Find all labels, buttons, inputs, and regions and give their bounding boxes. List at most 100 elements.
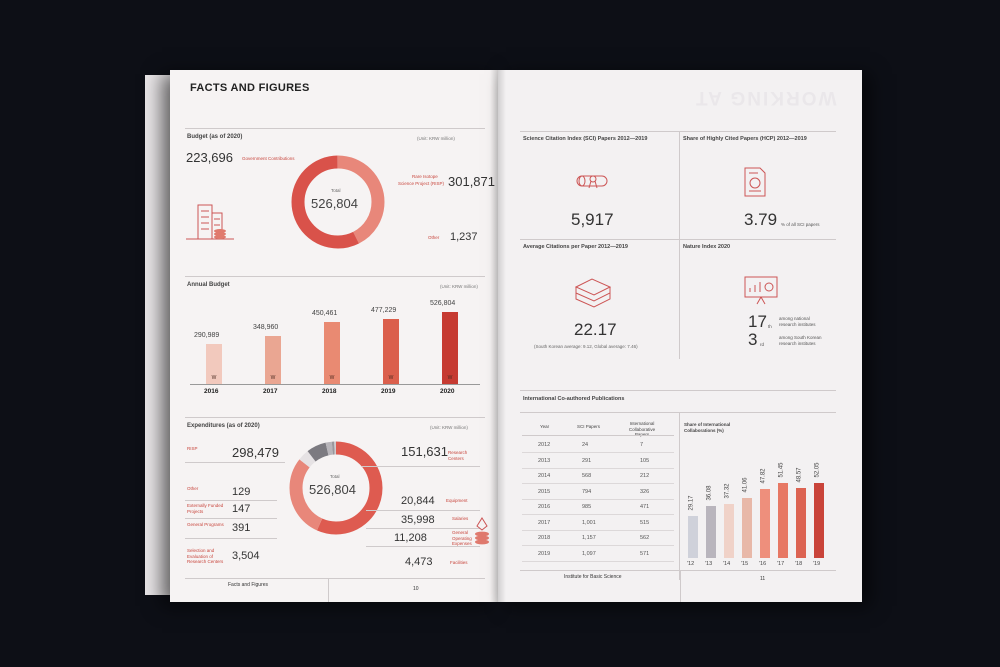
annual-bar-year: 2017 xyxy=(263,388,278,395)
presentation-chart-icon xyxy=(742,274,780,306)
annual-bar: W xyxy=(265,336,281,384)
nature-rank-2: 3 xyxy=(748,330,758,349)
footer-label: Facts and Figures xyxy=(228,582,269,588)
annual-bar-value: 450,461 xyxy=(312,310,338,318)
table-cell: 1,097 xyxy=(582,550,596,557)
share-bar-year: '14 xyxy=(723,561,731,567)
share-bar xyxy=(742,498,752,558)
table-row-divider xyxy=(522,529,674,531)
annual-bar-year: 2018 xyxy=(322,388,337,395)
divider xyxy=(679,131,680,239)
share-bar-label: 36.08 xyxy=(706,485,713,501)
divider xyxy=(185,128,485,129)
divider xyxy=(679,239,680,359)
donut-slice xyxy=(291,155,385,249)
share-bar xyxy=(724,503,734,558)
book-spine-shadow xyxy=(490,70,506,602)
table-cell: 2018 xyxy=(538,535,551,541)
citations-heading: Average Citations per Paper 2012—2019 xyxy=(523,244,628,250)
exp-right-value: 11,208 xyxy=(394,532,427,544)
annual-bar-value: 477,229 xyxy=(371,306,397,314)
share-bar xyxy=(706,505,716,558)
nature-rank-1: 17 xyxy=(748,312,767,331)
share-bar-label: 41.06 xyxy=(742,477,749,493)
exp-right-value: 20,844 xyxy=(401,495,435,507)
table-cell: 562 xyxy=(640,535,650,541)
divider xyxy=(520,390,836,391)
sci-value: 5,917 xyxy=(571,210,614,229)
risp-label-2: Science Project (RISP) xyxy=(398,181,445,186)
share-bar xyxy=(760,488,770,558)
other-label: Other xyxy=(428,235,440,240)
exp-left-label: Externally Funded Projects xyxy=(187,503,224,514)
coins-icon xyxy=(470,516,494,546)
share-bar xyxy=(814,482,824,558)
exp-right-value: 35,998 xyxy=(401,514,435,526)
table-cell: 2019 xyxy=(538,550,551,557)
table-cell: 212 xyxy=(640,473,650,479)
divider xyxy=(520,239,836,240)
page-number: 11 xyxy=(760,576,766,582)
buildings-icon xyxy=(184,195,236,241)
donut-slice xyxy=(291,155,385,249)
share-collaborations-chart: 29.17 '12 36.08 '13 37.32 '14 41.06 '15 47.82 '16… xyxy=(682,430,834,572)
share-bar-year: '16 xyxy=(759,561,767,567)
divider xyxy=(185,462,285,463)
table-cell: 2016 xyxy=(538,504,551,510)
table-cell: 2012 xyxy=(538,442,551,448)
table-row-divider xyxy=(522,514,674,515)
table-header: Year xyxy=(540,424,550,429)
nature-heading: Nature Index 2020 xyxy=(683,244,731,250)
sci-heading: Science Citation Index (SCI) Papers 2012… xyxy=(523,136,648,142)
divider xyxy=(366,546,480,547)
risp-value: 301,871 xyxy=(448,174,495,189)
share-bar-label: 52.05 xyxy=(814,462,821,478)
gov-value: 223,696 xyxy=(186,150,233,165)
exp-left-label: Other xyxy=(187,486,199,491)
share-bar-label: 37.32 xyxy=(724,483,731,499)
divider xyxy=(520,131,836,132)
won-symbol: W xyxy=(211,374,217,381)
exp-left-value: 298,479 xyxy=(232,445,279,460)
table-header: SCI Papers xyxy=(577,424,601,429)
divider xyxy=(366,528,480,529)
table-row-divider xyxy=(522,498,674,500)
budget-total-label: Total xyxy=(331,188,341,193)
watermark-text: WORKING AT xyxy=(694,87,837,108)
diploma-scroll-icon xyxy=(574,167,610,195)
exp-right-label: Facilities xyxy=(450,560,468,565)
table-row-divider xyxy=(522,483,674,484)
won-symbol: W xyxy=(329,374,335,381)
page-title: FACTS AND FIGURES xyxy=(190,82,310,94)
share-bar-year: '18 xyxy=(795,561,803,567)
annual-bar-year: 2020 xyxy=(440,388,455,395)
divider xyxy=(679,412,680,580)
hcp-suffix: % of all SCI papers xyxy=(781,222,820,227)
nature-rank-2-text: research institutes xyxy=(779,341,816,346)
exp-left-label: RISP xyxy=(187,446,198,451)
table-cell: 471 xyxy=(640,504,650,510)
table-cell: 291 xyxy=(582,457,592,464)
annual-bar: W xyxy=(383,318,399,384)
intl-heading: International Co-authored Publications xyxy=(523,396,625,402)
table-header: International Collaborative Papers xyxy=(628,421,656,437)
table-cell: 24 xyxy=(582,442,589,448)
donut-slice xyxy=(289,441,383,535)
divider xyxy=(185,578,485,579)
exp-right-label: Research Centers xyxy=(448,450,468,461)
exp-right-label: General Operating Expenses xyxy=(452,530,472,546)
annual-bar: W xyxy=(206,344,222,384)
table-cell: 2015 xyxy=(538,488,551,495)
citations-note: (South Korean average: 9.12, Global aver… xyxy=(534,344,638,349)
divider xyxy=(185,500,277,501)
nature-rank-1-text: research institutes xyxy=(779,322,816,327)
annual-bar-year: 2016 xyxy=(204,388,219,395)
annual-bar-value: 526,804 xyxy=(430,300,456,307)
divider xyxy=(185,518,277,519)
annual-budget-chart: W 290,989 2016 W 348,960 2017 W 450,461 2018 W 477… xyxy=(190,296,485,398)
exp-right-label: Salaries xyxy=(452,516,469,521)
exp-right-value: 4,473 xyxy=(405,556,433,568)
certificate-icon xyxy=(742,166,768,198)
divider xyxy=(520,570,836,571)
won-symbol: W xyxy=(270,374,276,381)
